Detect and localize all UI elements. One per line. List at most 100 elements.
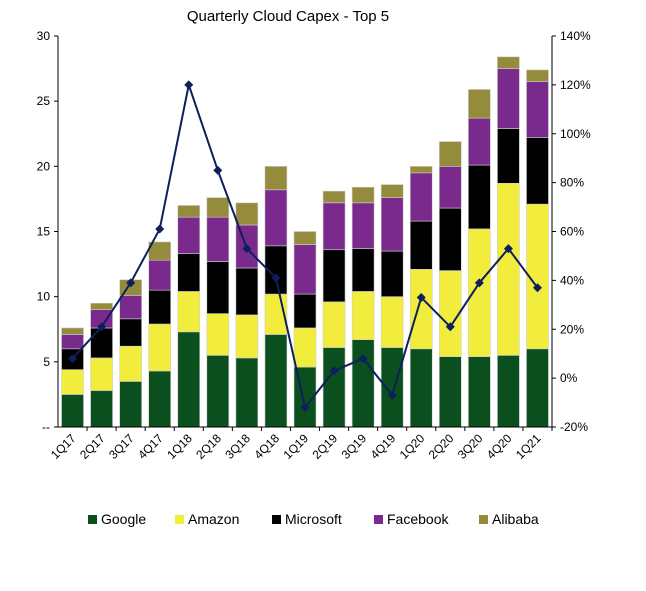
growth-point-4q17 xyxy=(155,224,165,234)
x-tick-label-2q20: 2Q20 xyxy=(426,431,457,462)
bar-alibaba-1q17 xyxy=(61,327,84,335)
bar-google-1q20 xyxy=(409,348,433,428)
legend-label-amazon: Amazon xyxy=(188,511,239,527)
bar-amazon-1q18 xyxy=(177,291,201,333)
bar-amazon-2q17 xyxy=(90,357,113,391)
bar-amazon-4q19 xyxy=(380,296,404,348)
growth-point-4q18 xyxy=(271,273,281,283)
bar-alibaba-4q19 xyxy=(380,184,404,198)
x-tick-label-1q19: 1Q19 xyxy=(280,431,311,462)
x-tick-label-1q17: 1Q17 xyxy=(48,431,79,462)
bar-amazon-1q17 xyxy=(61,369,84,395)
bar-alibaba-2q19 xyxy=(322,190,346,204)
growth-point-3q17 xyxy=(126,278,136,288)
legend: Google Amazon Microsoft Facebook Alibaba xyxy=(88,511,539,527)
bar-google-2q19 xyxy=(322,347,346,428)
bar-alibaba-2q17 xyxy=(90,302,113,310)
bar-alibaba-1q20 xyxy=(409,166,433,174)
bar-google-4q19 xyxy=(380,347,404,428)
bar-microsoft-4q17 xyxy=(148,289,172,325)
bar-amazon-3q17 xyxy=(119,345,142,382)
bar-facebook-1q18 xyxy=(177,216,201,254)
y-right-tick-label: 40% xyxy=(560,273,584,287)
y-left-tick-label: 15 xyxy=(37,225,51,239)
x-tick-label-4q20: 4Q20 xyxy=(484,431,515,462)
bar-microsoft-1q19 xyxy=(293,293,317,329)
legend-swatch-microsoft xyxy=(272,515,281,524)
bar-microsoft-4q19 xyxy=(380,250,404,297)
y-right-tick-label: 80% xyxy=(560,176,584,190)
bar-microsoft-1q18 xyxy=(177,253,201,292)
x-tick-label-4q19: 4Q19 xyxy=(368,431,399,462)
x-tick-label-3q17: 3Q17 xyxy=(106,431,137,462)
y-right-tick-label: 120% xyxy=(560,78,591,92)
x-tick-label-4q18: 4Q18 xyxy=(251,431,282,462)
bar-amazon-2q19 xyxy=(322,301,346,348)
x-tick-label-2q18: 2Q18 xyxy=(193,431,224,462)
bar-microsoft-1q20 xyxy=(409,220,433,270)
legend-label-alibaba: Alibaba xyxy=(492,511,539,527)
chart-title: Quarterly Cloud Capex - Top 5 xyxy=(187,8,389,25)
y-left-tick-label: 25 xyxy=(37,94,51,108)
legend-swatch-facebook xyxy=(374,515,383,524)
y-right-tick-label: 100% xyxy=(560,127,591,141)
bar-google-2q17 xyxy=(90,390,113,428)
axes-layer: -- 5 10 15 20 25 30 -20% 0% 20% 40% 60% 80% 100% 120% 1… xyxy=(37,29,591,434)
y-right-tick-label: 140% xyxy=(560,29,591,43)
growth-line-layer xyxy=(68,80,542,412)
y-left-tick-label: 5 xyxy=(43,355,50,369)
bar-microsoft-3q20 xyxy=(468,164,491,230)
legend-label-microsoft: Microsoft xyxy=(285,511,342,527)
y-left-tick-label: -- xyxy=(42,420,50,434)
bar-facebook-1q19 xyxy=(293,244,317,295)
x-tick-label-1q20: 1Q20 xyxy=(397,431,428,462)
bar-microsoft-3q19 xyxy=(351,248,375,292)
bar-microsoft-2q20 xyxy=(438,207,462,271)
bar-facebook-4q18 xyxy=(264,189,288,247)
bar-facebook-2q19 xyxy=(322,202,346,251)
bar-amazon-1q19 xyxy=(293,327,317,368)
bar-facebook-4q20 xyxy=(497,68,520,129)
bar-alibaba-1q19 xyxy=(293,231,317,245)
bar-google-4q17 xyxy=(148,370,172,428)
bar-facebook-3q19 xyxy=(351,202,375,249)
growth-point-2q17 xyxy=(97,322,107,332)
legend-swatch-alibaba xyxy=(479,515,488,524)
growth-point-2q19 xyxy=(329,366,339,376)
bar-microsoft-3q18 xyxy=(235,267,259,316)
growth-point-1q20 xyxy=(416,292,426,302)
growth-point-3q18 xyxy=(242,244,252,254)
bar-facebook-3q17 xyxy=(119,295,142,320)
legend-swatch-google xyxy=(88,515,97,524)
bar-google-1q21 xyxy=(526,348,549,428)
growth-point-2q18 xyxy=(213,165,223,175)
bar-amazon-2q18 xyxy=(206,313,230,356)
x-tick-label-3q20: 3Q20 xyxy=(455,431,486,462)
x-tick-label-1q18: 1Q18 xyxy=(164,431,195,462)
bar-google-3q18 xyxy=(235,357,259,428)
bar-google-3q20 xyxy=(468,356,491,428)
growth-point-1q17 xyxy=(68,354,78,364)
bar-facebook-3q20 xyxy=(468,117,491,166)
bar-facebook-2q18 xyxy=(206,216,230,262)
bar-amazon-3q18 xyxy=(235,314,259,359)
bar-microsoft-2q19 xyxy=(322,249,346,303)
bar-alibaba-3q20 xyxy=(468,89,491,119)
legend-label-facebook: Facebook xyxy=(387,511,449,527)
growth-point-4q20 xyxy=(503,244,513,254)
bar-google-1q18 xyxy=(177,331,201,428)
bar-google-3q19 xyxy=(351,339,375,428)
bar-google-4q18 xyxy=(264,334,288,428)
y-left-tick-label: 20 xyxy=(37,159,51,173)
bar-amazon-3q19 xyxy=(351,291,375,340)
bar-alibaba-2q18 xyxy=(206,197,230,218)
bar-facebook-1q20 xyxy=(409,172,433,222)
y-right-tick-label: 20% xyxy=(560,322,584,336)
bar-amazon-4q20 xyxy=(497,182,520,356)
bars-layer xyxy=(61,56,549,428)
bar-facebook-4q17 xyxy=(148,259,172,291)
growth-point-4q19 xyxy=(387,390,397,400)
growth-point-1q21 xyxy=(532,283,542,293)
x-tick-label-3q18: 3Q18 xyxy=(222,431,253,462)
